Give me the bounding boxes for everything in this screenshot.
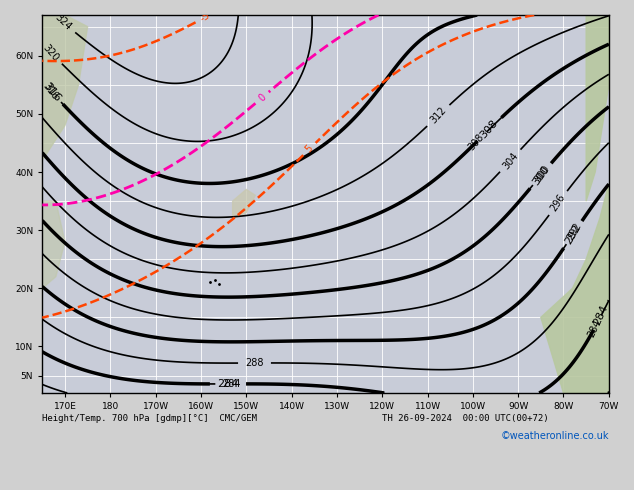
- Text: -5: -5: [198, 10, 212, 24]
- Text: 292: 292: [566, 221, 584, 243]
- Polygon shape: [42, 201, 65, 288]
- Text: 300: 300: [533, 163, 552, 184]
- Text: 304: 304: [501, 150, 520, 171]
- Text: 312: 312: [429, 105, 448, 126]
- Text: ©weatheronline.co.uk: ©weatheronline.co.uk: [500, 431, 609, 441]
- Text: 308: 308: [479, 118, 500, 141]
- Text: 316: 316: [41, 81, 62, 103]
- Polygon shape: [541, 184, 609, 393]
- Text: 284: 284: [223, 379, 241, 389]
- Text: 292: 292: [563, 223, 583, 246]
- Text: 316: 316: [41, 81, 60, 101]
- Text: 320: 320: [41, 43, 61, 63]
- Text: 284: 284: [592, 304, 610, 327]
- Text: 324: 324: [53, 13, 74, 33]
- Text: 296: 296: [549, 193, 567, 214]
- Text: 284: 284: [217, 379, 238, 389]
- Text: 0: 0: [256, 92, 268, 103]
- Polygon shape: [42, 15, 87, 160]
- Text: 300: 300: [531, 164, 551, 187]
- Text: 308: 308: [467, 132, 486, 152]
- Text: 284: 284: [586, 318, 603, 339]
- Polygon shape: [233, 190, 256, 219]
- Polygon shape: [586, 15, 609, 201]
- Text: 288: 288: [245, 358, 264, 368]
- Text: 5: 5: [304, 144, 315, 155]
- Text: TH 26-09-2024  00:00 UTC(00+72): TH 26-09-2024 00:00 UTC(00+72): [382, 414, 549, 423]
- Text: Height/Temp. 700 hPa [gdmp][°C]  CMC/GEM: Height/Temp. 700 hPa [gdmp][°C] CMC/GEM: [42, 414, 257, 423]
